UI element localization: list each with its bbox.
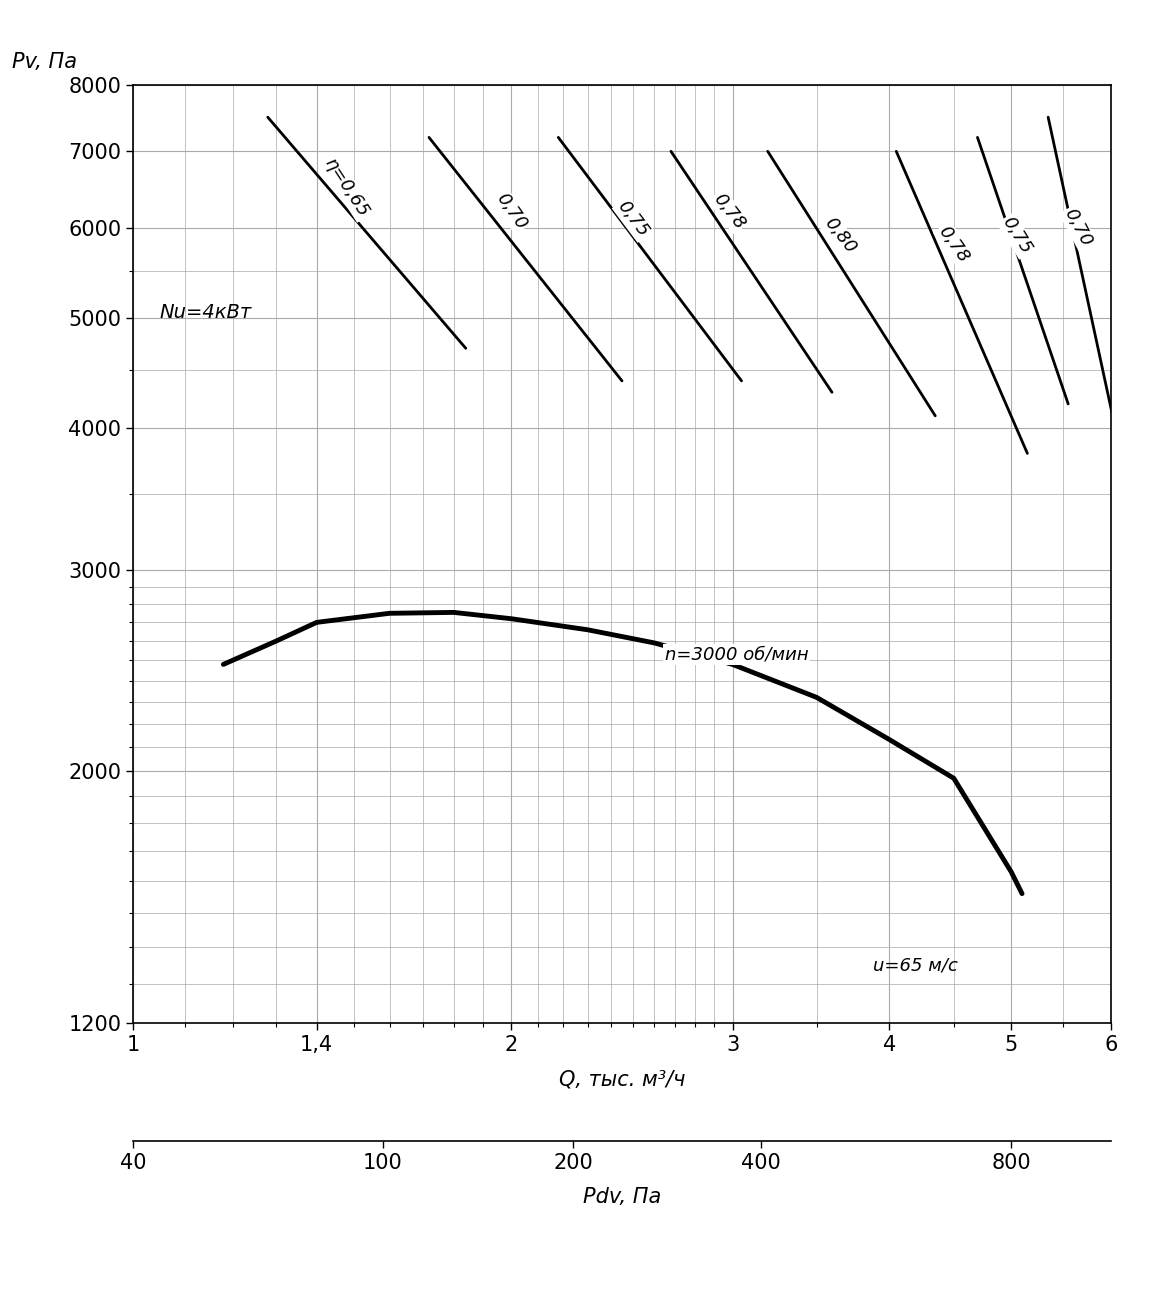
Text: 0,70: 0,70 <box>493 190 530 234</box>
Text: Pv, Па: Pv, Па <box>12 52 76 72</box>
Text: n=3000 об/мин: n=3000 об/мин <box>665 646 809 664</box>
Text: η=0,65: η=0,65 <box>322 155 373 220</box>
X-axis label: Pdv, Па: Pdv, Па <box>583 1187 661 1207</box>
Text: u=65 м/с: u=65 м/с <box>872 956 958 974</box>
Text: 0,80: 0,80 <box>820 214 858 257</box>
Text: 0,75: 0,75 <box>613 198 653 241</box>
Text: 0,70: 0,70 <box>1061 206 1096 249</box>
Text: Nu=4кВт: Nu=4кВт <box>160 303 252 323</box>
Text: 0,75: 0,75 <box>998 214 1036 257</box>
Text: 0,78: 0,78 <box>709 190 749 232</box>
Text: 0,78: 0,78 <box>935 223 973 266</box>
X-axis label: Q, тыс. м³/ч: Q, тыс. м³/ч <box>559 1069 685 1089</box>
